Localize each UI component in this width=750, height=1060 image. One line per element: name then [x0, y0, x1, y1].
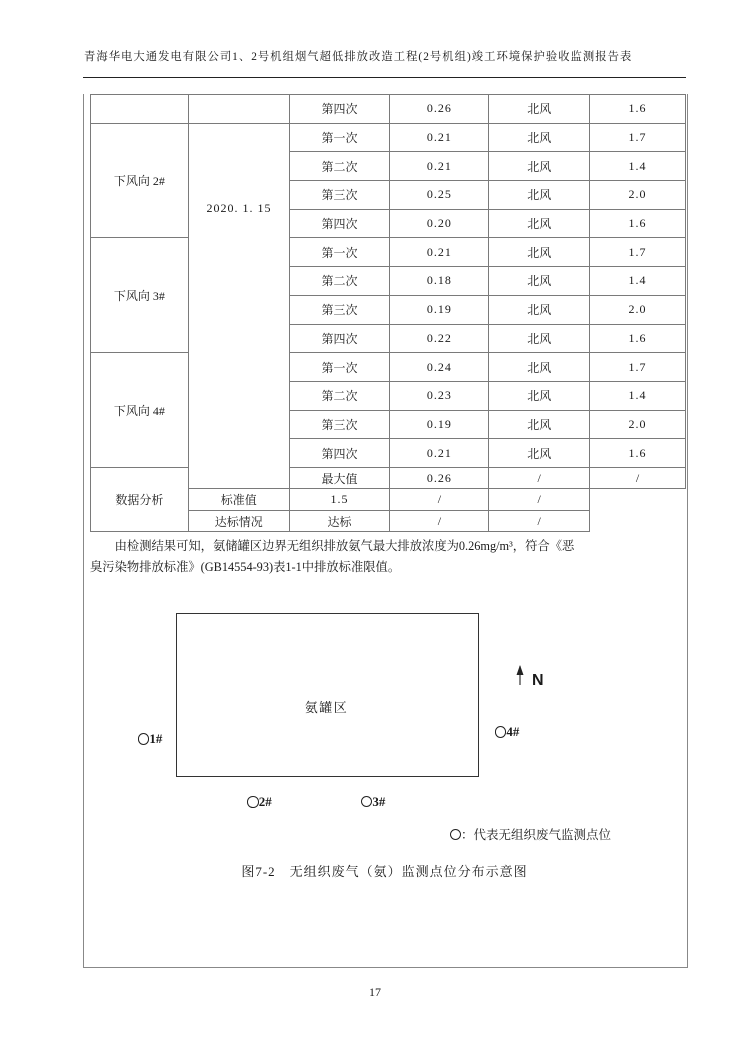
- svg-text:N: N: [532, 672, 544, 689]
